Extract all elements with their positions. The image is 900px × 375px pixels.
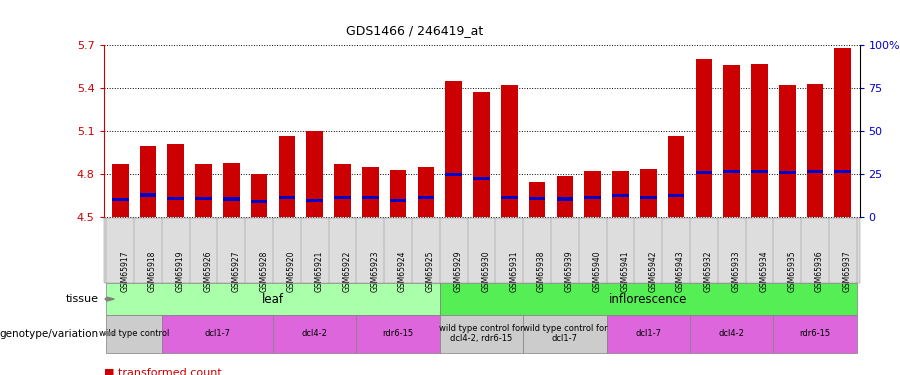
Text: GSM65922: GSM65922 <box>343 251 352 292</box>
Bar <box>473 92 490 218</box>
Bar <box>195 164 212 218</box>
Bar <box>724 65 740 218</box>
Bar <box>251 200 267 203</box>
Bar <box>612 194 629 197</box>
Text: leaf: leaf <box>262 292 284 306</box>
Bar <box>112 198 129 201</box>
Text: wild type control for
dcl4-2, rdr6-15: wild type control for dcl4-2, rdr6-15 <box>439 324 524 344</box>
Bar <box>640 196 657 199</box>
Bar <box>778 171 796 174</box>
Text: rdr6-15: rdr6-15 <box>799 329 831 338</box>
Text: wild type control for
dcl1-7: wild type control for dcl1-7 <box>523 324 608 344</box>
Bar <box>556 197 573 201</box>
Bar <box>140 194 157 196</box>
Text: GSM65941: GSM65941 <box>620 251 629 292</box>
Bar <box>112 164 129 218</box>
Text: GSM65934: GSM65934 <box>760 251 769 292</box>
Bar <box>834 170 851 173</box>
Bar <box>696 59 712 217</box>
Bar <box>668 194 684 197</box>
Text: GSM65933: GSM65933 <box>732 251 741 292</box>
Bar <box>390 170 407 217</box>
Bar <box>668 135 684 218</box>
Bar <box>306 131 323 218</box>
Bar <box>223 197 239 201</box>
Text: GSM65923: GSM65923 <box>370 251 379 292</box>
Bar <box>806 170 824 173</box>
Bar <box>556 176 573 218</box>
Bar <box>473 177 490 180</box>
Bar <box>362 196 379 199</box>
Text: dcl1-7: dcl1-7 <box>204 329 230 338</box>
Bar <box>446 172 462 176</box>
Text: GDS1466 / 246419_at: GDS1466 / 246419_at <box>346 24 484 38</box>
Bar <box>334 164 351 218</box>
Text: GSM65938: GSM65938 <box>537 251 546 292</box>
Text: GSM65919: GSM65919 <box>176 251 184 292</box>
Text: genotype/variation: genotype/variation <box>0 329 99 339</box>
Text: GSM65928: GSM65928 <box>259 251 268 292</box>
Text: inflorescence: inflorescence <box>609 292 688 306</box>
Text: GSM65918: GSM65918 <box>148 251 157 292</box>
Text: GSM65921: GSM65921 <box>315 251 324 292</box>
Bar <box>167 197 184 200</box>
Text: GSM65932: GSM65932 <box>704 251 713 292</box>
Text: GSM65937: GSM65937 <box>842 251 851 292</box>
Bar <box>501 85 518 218</box>
Text: GSM65943: GSM65943 <box>676 251 685 292</box>
Bar <box>279 135 295 218</box>
Text: GSM65931: GSM65931 <box>509 251 518 292</box>
Bar <box>612 171 629 217</box>
Text: GSM65926: GSM65926 <box>203 251 212 292</box>
Text: GSM65940: GSM65940 <box>593 251 602 292</box>
Bar <box>418 167 434 217</box>
Bar <box>778 85 796 218</box>
Bar <box>140 146 157 218</box>
Text: GSM65920: GSM65920 <box>287 251 296 292</box>
Bar <box>195 197 212 200</box>
Text: dcl1-7: dcl1-7 <box>635 329 662 338</box>
Bar <box>752 64 768 217</box>
Text: rdr6-15: rdr6-15 <box>382 329 414 338</box>
Text: dcl4-2: dcl4-2 <box>302 329 328 338</box>
Text: GSM65924: GSM65924 <box>398 251 407 292</box>
Bar <box>528 182 545 218</box>
Bar <box>167 144 184 218</box>
Bar <box>640 169 657 217</box>
Text: GSM65939: GSM65939 <box>565 251 574 292</box>
Bar <box>834 48 851 217</box>
Text: tissue: tissue <box>66 294 99 304</box>
Text: GSM65929: GSM65929 <box>454 251 463 292</box>
Bar <box>334 196 351 199</box>
Text: GSM65927: GSM65927 <box>231 251 240 292</box>
Bar <box>584 196 601 199</box>
Text: ■ transformed count: ■ transformed count <box>104 368 221 375</box>
Bar <box>362 167 379 217</box>
Text: dcl4-2: dcl4-2 <box>719 329 744 338</box>
Text: GSM65936: GSM65936 <box>815 251 824 292</box>
Bar <box>696 171 712 174</box>
Text: GSM65942: GSM65942 <box>648 251 657 292</box>
Text: wild type control: wild type control <box>99 329 169 338</box>
Text: GSM65930: GSM65930 <box>482 251 490 292</box>
Text: GSM65935: GSM65935 <box>788 251 796 292</box>
Bar <box>501 196 518 199</box>
Bar <box>390 198 407 202</box>
Bar <box>528 197 545 200</box>
Text: GSM65925: GSM65925 <box>426 251 435 292</box>
Bar <box>724 170 740 173</box>
Bar <box>446 81 462 218</box>
Bar <box>806 84 824 218</box>
Text: GSM65917: GSM65917 <box>121 251 130 292</box>
Bar <box>306 198 323 202</box>
Bar <box>251 174 267 217</box>
Bar <box>752 170 768 173</box>
Bar <box>223 163 239 218</box>
Bar <box>418 196 434 199</box>
Bar <box>279 196 295 199</box>
Bar <box>584 171 601 217</box>
